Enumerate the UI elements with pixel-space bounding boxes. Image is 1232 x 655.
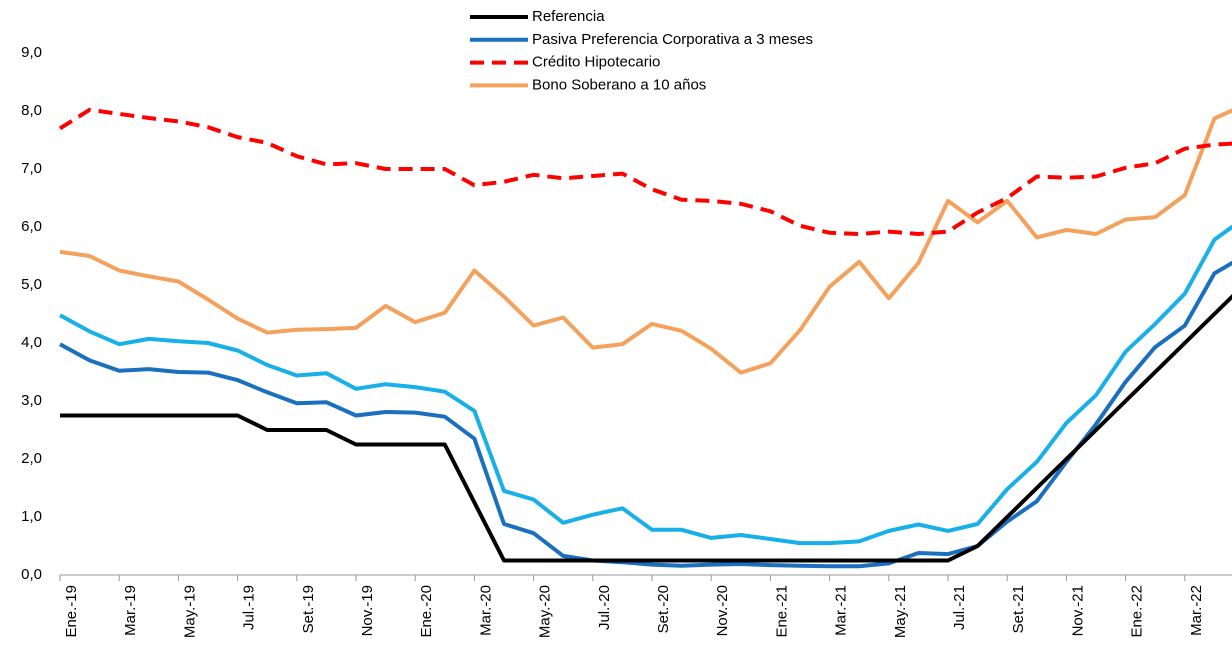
y-tick-label: 4,0 [21,334,42,351]
legend-label: Crédito Hipotecario [532,54,660,71]
x-tick-label: Mar.-19 [122,585,139,636]
x-tick-label: Nov.-21 [1069,585,1086,636]
series-line [59,260,1232,569]
series-line [58,107,1232,236]
x-tick-label: Ene.-21 [773,585,790,638]
x-tick-label: Ene.-19 [63,585,80,638]
x-tick-label: May.-21 [892,585,909,638]
x-tick-label: Set.-20 [655,585,672,633]
x-tick-label: Mar.-22 [1188,585,1205,636]
x-tick-label: Set.-21 [1010,585,1027,633]
y-tick-label: 8,0 [21,102,42,119]
y-tick-label: 2,0 [21,450,42,467]
x-tick-label: Jul.-20 [596,585,613,630]
x-tick-label: Jul.-19 [241,585,258,630]
y-tick-label: 0,0 [21,566,42,583]
x-tick-label: Set.-19 [300,585,317,633]
x-tick-label: Ene.-20 [418,585,435,638]
x-tick-label: May.-20 [537,585,554,638]
legend-label: Pasiva Preferencia Corporativa a 3 meses [532,31,813,48]
y-tick-label: 6,0 [21,218,42,235]
x-tick-label: Mar.-20 [477,585,494,636]
series-line [60,293,1232,563]
x-tick-label: Mar.-21 [833,585,850,636]
y-tick-label: 5,0 [21,276,42,293]
y-tick-label: 1,0 [21,508,42,525]
x-tick-label: Nov.-20 [714,585,731,636]
legend-label: Referencia [532,8,605,25]
legend-label: Bono Soberano a 10 años [532,76,706,93]
x-tick-label: May.-19 [181,585,198,638]
x-tick-label: Nov.-19 [359,585,376,636]
x-tick-label: Ene.-22 [1129,585,1146,638]
x-tick-label: Jul.-21 [951,585,968,630]
series-line [59,224,1232,546]
y-tick-label: 7,0 [21,160,42,177]
y-tick-label: 9,0 [21,44,42,61]
series-line [59,108,1232,375]
y-tick-label: 3,0 [21,392,42,409]
